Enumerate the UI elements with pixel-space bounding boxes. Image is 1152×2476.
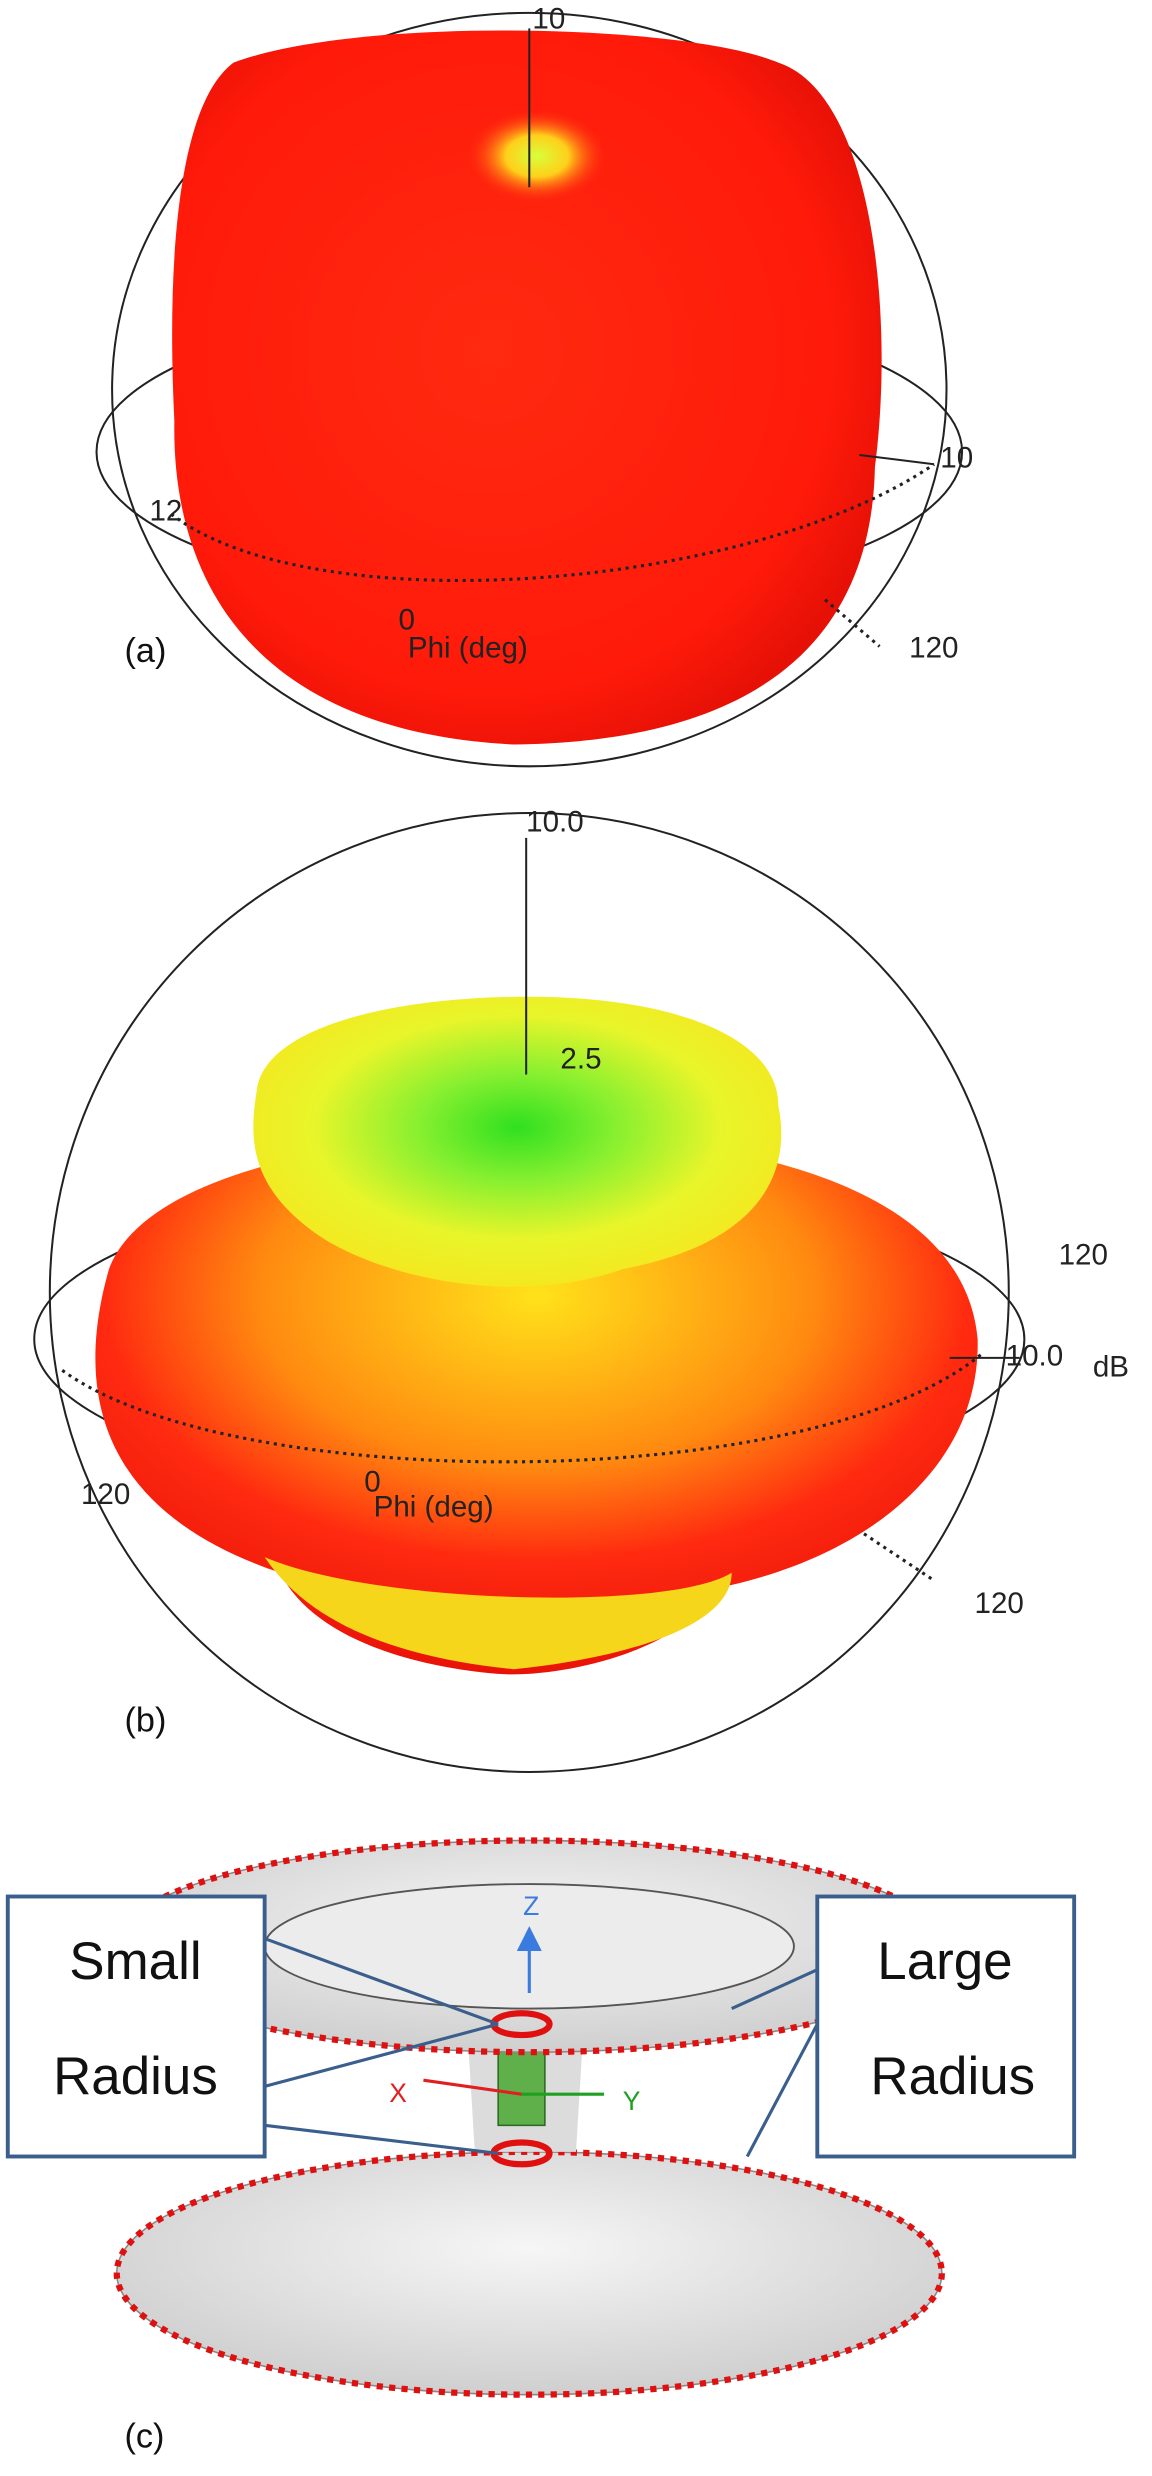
inner-value: 2.5 <box>560 1042 601 1075</box>
phi-title: Phi (deg) <box>408 631 528 664</box>
unit: dB <box>1093 1351 1129 1384</box>
lower-disk-edge <box>113 2148 945 2398</box>
phi-zero: 0 <box>399 603 415 636</box>
panel-label: (b) <box>125 1701 167 1739</box>
top-value: 10 <box>532 2 565 35</box>
right-upper-value: 120 <box>1059 1238 1108 1271</box>
panel-label: (a) <box>125 632 167 670</box>
tick-dash <box>863 1532 935 1582</box>
sphere-outline <box>111 11 948 768</box>
large-radius-label: Large <box>877 1932 1012 1991</box>
phi-arc <box>61 1353 982 1464</box>
side-value: 10.0 <box>1006 1340 1064 1373</box>
left-value: 12 <box>149 494 182 527</box>
phi-title: Phi (deg) <box>374 1491 494 1524</box>
left-value: 120 <box>81 1478 130 1511</box>
small-radius-label: Small <box>69 1932 201 1991</box>
leader-lines <box>264 1937 819 2158</box>
x-label: X <box>389 2078 407 2108</box>
phi-value: 120 <box>975 1587 1024 1620</box>
phi-arc <box>170 463 935 583</box>
pattern-null <box>467 109 608 203</box>
small-radius-box <box>5 1894 267 2159</box>
lower-lobe <box>264 1557 732 1670</box>
radiation-pattern <box>95 1133 978 1675</box>
phi-zero: 0 <box>364 1466 380 1499</box>
panel-a: 10 10 12 0 Phi (deg) 120 (a) <box>95 2 973 768</box>
x-axis <box>859 453 935 466</box>
z-label: Z <box>523 1891 539 1921</box>
small-radius-label: Radius <box>53 2047 218 2106</box>
upper-lobe <box>253 996 782 1287</box>
radiation-pattern <box>172 30 882 745</box>
phi-value: 120 <box>909 631 958 664</box>
side-value: 10 <box>940 441 973 474</box>
panel-label: (c) <box>125 2418 165 2456</box>
top-value: 10.0 <box>526 806 584 839</box>
x-arrow <box>423 2078 522 2096</box>
y-label: Y <box>623 2086 641 2116</box>
sphere-outline <box>48 811 1010 1773</box>
large-radius-label: Radius <box>870 2047 1035 2106</box>
panel-c: Z X Y Small Radius Large Radius (c) <box>5 1837 1077 2456</box>
large-radius-box <box>815 1894 1077 2159</box>
panel-b: 10.0 2.5 120 10.0 dB 120 0 Phi (deg) 120… <box>33 806 1129 1773</box>
